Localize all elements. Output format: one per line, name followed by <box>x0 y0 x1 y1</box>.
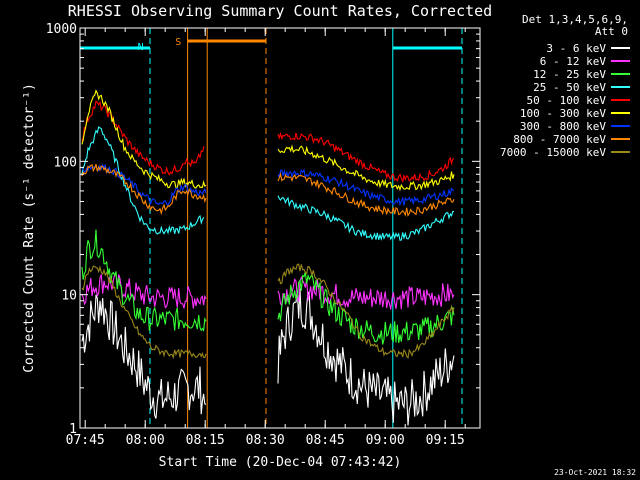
series-25-50-kev-line-b <box>277 195 455 242</box>
axes-layer: 1 10 100 1000 07:45 08:00 08:15 08:30 08:45 09:00… <box>46 22 481 448</box>
y-tick-label: 100 <box>54 155 77 170</box>
series-3-6-kev-line-a <box>81 294 207 419</box>
legend-label: 300 - 800 keV <box>520 120 606 133</box>
y-tick-label: 1000 <box>46 22 77 37</box>
x-tick-label: 09:00 <box>366 433 405 448</box>
legend-label: 50 - 100 keV <box>527 94 607 107</box>
legend-label: 100 - 300 keV <box>520 107 606 120</box>
footer-date: 23-Oct-2021 18:32 <box>554 468 636 477</box>
series-100-300-kev-line-b <box>277 144 455 192</box>
legend-label: 6 - 12 keV <box>540 55 607 68</box>
series-800-7000-kev-line-a <box>81 163 207 216</box>
legend-header-line: Att 0 <box>595 25 628 38</box>
series-7000-15000-kev-line-b <box>277 263 455 359</box>
annotation-n: N <box>138 42 144 53</box>
series-layer <box>81 89 455 426</box>
x-tick-label: 08:30 <box>246 433 285 448</box>
legend-label: 7000 - 15000 keV <box>500 146 606 159</box>
series-7000-15000-kev-line-a <box>81 265 207 360</box>
series-6-12-kev-line-a <box>81 272 207 309</box>
x-axis-label: Start Time (20-Dec-04 07:43:42) <box>159 455 402 470</box>
series-6-12-kev-line-b <box>277 275 455 310</box>
series-50-100-kev-line-a <box>81 100 205 176</box>
series-800-7000-kev-line-b <box>277 171 455 218</box>
y-tick-label: 10 <box>61 289 77 304</box>
x-tick-label: 08:00 <box>126 433 165 448</box>
legend-label: 3 - 6 keV <box>546 42 606 55</box>
x-tick-label: 08:45 <box>306 433 345 448</box>
legend-label: 25 - 50 keV <box>533 81 606 94</box>
plot-frame <box>79 27 481 429</box>
y-tick-label: 1 <box>69 422 77 437</box>
series-300-800-kev-line-b <box>277 168 455 207</box>
series-50-100-kev-line-b <box>277 131 455 184</box>
chart-title: RHESSI Observing Summary Count Rates, Co… <box>68 2 492 20</box>
x-tick-label: 08:15 <box>186 433 225 448</box>
x-tick-label: 07:45 <box>66 433 105 448</box>
series-3-6-kev-line-b <box>277 288 455 426</box>
legend-label: 12 - 25 keV <box>533 68 606 81</box>
series-25-50-kev-line-a <box>81 126 205 235</box>
legend-header-line: Det 1,3,4,5,6,9, <box>522 13 628 26</box>
legend-label: 800 - 7000 keV <box>513 133 606 146</box>
x-tick-label: 09:15 <box>426 433 465 448</box>
annotation-s: S <box>175 37 181 48</box>
y-axis-label: Corrected Count Rate (s⁻¹ detector⁻¹) <box>22 83 37 373</box>
series-12-25-kev-line-a <box>81 229 207 333</box>
series-12-25-kev-line-b <box>277 271 455 345</box>
